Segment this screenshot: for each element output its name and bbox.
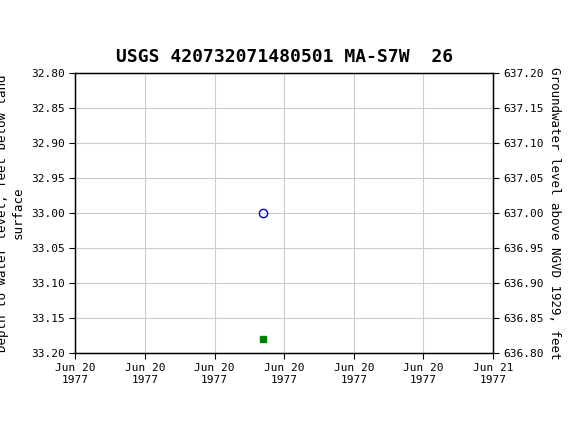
Y-axis label: Depth to water level, feet below land
surface: Depth to water level, feet below land su… xyxy=(0,74,24,352)
Y-axis label: Groundwater level above NGVD 1929, feet: Groundwater level above NGVD 1929, feet xyxy=(548,67,561,359)
Title: USGS 420732071480501 MA-S7W  26: USGS 420732071480501 MA-S7W 26 xyxy=(115,48,453,66)
Text: ≡USGS: ≡USGS xyxy=(12,16,99,36)
FancyBboxPatch shape xyxy=(3,5,38,46)
